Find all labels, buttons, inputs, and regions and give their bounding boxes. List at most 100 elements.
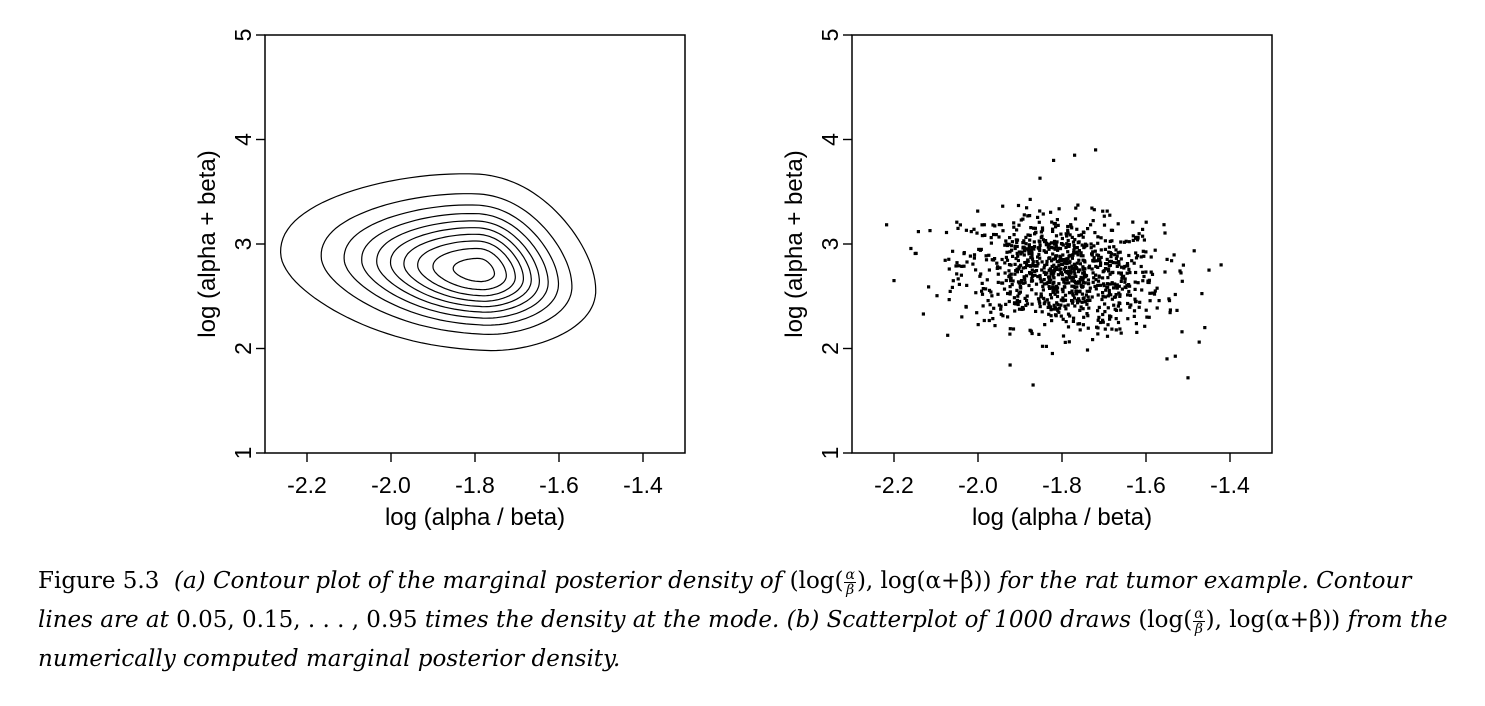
scatter-point xyxy=(1141,234,1145,238)
scatter-point xyxy=(976,323,980,327)
scatter-point xyxy=(1065,261,1069,266)
scatter-point xyxy=(1086,295,1090,299)
scatter-point xyxy=(1081,281,1085,285)
scatter-point xyxy=(1000,257,1004,262)
scatter-point xyxy=(1087,306,1091,310)
scatter-point xyxy=(982,223,986,227)
scatter-point xyxy=(1027,243,1031,247)
scatter-point xyxy=(1103,247,1107,251)
scatter-point xyxy=(1219,263,1223,267)
scatter-point xyxy=(1059,232,1063,236)
scatter-point xyxy=(1096,326,1100,330)
scatter-point xyxy=(1070,256,1074,260)
scatter-point xyxy=(1073,304,1077,308)
scatter-point xyxy=(1014,269,1018,273)
scatter-point xyxy=(1034,282,1039,286)
scatter-point xyxy=(1139,255,1143,259)
scatter-point xyxy=(1128,271,1132,275)
scatter-point xyxy=(1106,267,1110,271)
scatter-point xyxy=(1098,258,1102,262)
scatter-point xyxy=(1071,240,1076,244)
scatter-point xyxy=(986,299,990,303)
scatter-point xyxy=(1163,231,1167,235)
x-tick-label: -2.2 xyxy=(287,472,327,498)
scatter-point xyxy=(1008,236,1012,240)
scatter-point xyxy=(1096,265,1100,269)
scatter-point xyxy=(1127,240,1131,244)
scatter-point xyxy=(1066,312,1071,316)
scatter-point xyxy=(1144,220,1148,224)
scatter-point xyxy=(1070,289,1074,293)
scatter-point xyxy=(1023,296,1027,300)
scatter-point xyxy=(1108,213,1112,217)
scatter-point xyxy=(1042,302,1046,306)
scatter-point xyxy=(1072,296,1077,300)
scatter-point xyxy=(1077,258,1081,262)
scatter-point xyxy=(1109,259,1114,263)
scatter-point xyxy=(960,315,964,319)
scatter-point xyxy=(1133,280,1137,284)
scatter-point xyxy=(1009,263,1013,267)
scatter-point xyxy=(1110,282,1114,286)
scatter-point xyxy=(1070,235,1074,239)
scatter-point xyxy=(1114,256,1118,261)
scatter-point xyxy=(1013,262,1017,266)
scatter-point xyxy=(1144,270,1148,274)
scatter-point xyxy=(1147,315,1151,319)
scatter-point xyxy=(1107,288,1111,293)
scatter-point xyxy=(1085,302,1089,306)
scatter-point xyxy=(1089,242,1093,246)
scatter-point xyxy=(1034,309,1038,313)
scatter-point xyxy=(1013,246,1017,251)
scatter-point xyxy=(1008,276,1012,281)
scatter-point xyxy=(1038,277,1042,281)
scatter-point xyxy=(1028,233,1032,237)
scatter-point xyxy=(1035,260,1039,264)
scatter-point xyxy=(1141,270,1145,274)
scatter-point xyxy=(1116,320,1121,325)
contour-line xyxy=(417,240,516,297)
scatter-point xyxy=(1149,270,1153,274)
figure-label: Figure 5.3 xyxy=(38,568,160,594)
scatter-point xyxy=(1025,263,1029,268)
contour-line xyxy=(361,213,549,319)
scatter-point xyxy=(1021,241,1025,245)
scatter-point xyxy=(1110,271,1114,275)
scatter-point xyxy=(1080,292,1084,296)
scatter-point xyxy=(1045,271,1049,275)
scatter-point xyxy=(1019,218,1023,222)
scatter-point xyxy=(962,251,966,255)
scatter-point xyxy=(1200,292,1204,296)
scatter-point xyxy=(1030,302,1034,306)
scatter-point xyxy=(1091,219,1095,223)
scatter-point xyxy=(1034,269,1039,273)
scatter-point xyxy=(1057,260,1061,264)
scatter-point xyxy=(1023,249,1027,253)
scatter-point xyxy=(1180,279,1184,283)
scatter-point xyxy=(1099,255,1103,259)
scatter-point xyxy=(1011,279,1015,283)
scatter-point xyxy=(1056,290,1060,294)
scatter-point xyxy=(1150,272,1155,276)
scatter-point xyxy=(985,278,989,282)
scatter-point xyxy=(1047,247,1051,251)
scatter-point xyxy=(1003,261,1007,265)
scatter-point xyxy=(1112,286,1116,290)
scatter-point xyxy=(947,257,951,261)
scatter-point xyxy=(1029,248,1034,252)
scatter-point xyxy=(1017,265,1021,269)
scatter-point xyxy=(1152,292,1157,296)
scatter-point xyxy=(1021,266,1025,270)
contour-line xyxy=(452,257,496,283)
scatter-point xyxy=(1105,282,1110,286)
scatter-point xyxy=(1101,318,1105,322)
scatter-point xyxy=(1019,279,1024,283)
scatter-point xyxy=(921,312,925,316)
contour-plot-panel: -2.2 -2.0 -1.8 -1.6 -1.4 1 2 3 4 5 log (alpha / b… xyxy=(194,29,686,531)
scatter-point xyxy=(1031,383,1035,387)
scatter-point xyxy=(1049,246,1054,250)
scatter-point xyxy=(1072,244,1076,248)
scatter-point xyxy=(1008,363,1012,367)
scatter-point xyxy=(1090,295,1094,299)
scatter-point xyxy=(1105,257,1109,261)
